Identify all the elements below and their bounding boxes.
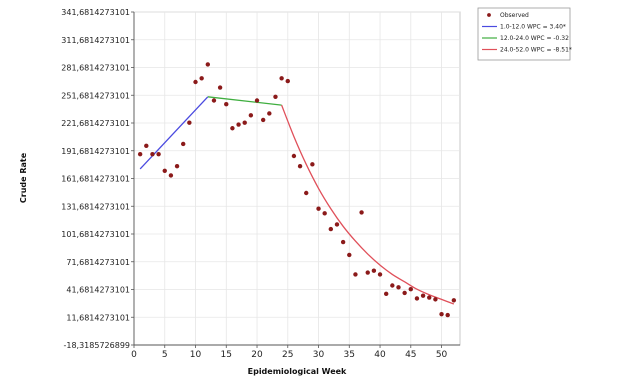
y-tick-label: 131,6814273101	[61, 202, 130, 211]
y-tick-label: 221,6814273101	[61, 119, 130, 128]
trend-line-segment-2	[207, 96, 282, 106]
observed-point	[377, 272, 383, 277]
y-tick-label: 41,6814273101	[66, 286, 130, 295]
x-tick-label: 40	[374, 350, 386, 360]
y-axis-tick-labels: 341,6814273101 311,6814273101 281,68142731…	[61, 8, 130, 350]
data-series	[137, 62, 457, 318]
observed-point	[297, 163, 303, 169]
y-tick-label: 101,6814273101	[61, 230, 130, 239]
observed-point	[260, 117, 266, 123]
trend-line-segment-3	[281, 104, 455, 305]
x-axis-title: Epidemiological Week	[248, 367, 347, 376]
observed-point	[427, 295, 432, 300]
observed-point	[322, 211, 327, 216]
y-tick-label: 11,6814273101	[66, 313, 130, 322]
y-tick-label: 161,6814273101	[61, 175, 130, 184]
observed-point	[217, 85, 223, 90]
legend-items: Observed 1.0-12.0 WPC = 3.40* 12.0-24.0 WP…	[482, 12, 572, 54]
observed-point	[402, 290, 407, 296]
x-axis-tick-labels: 0 5 10 15 20 25 30 35 40 45 50	[131, 350, 447, 360]
y-tick-label: 341,6814273101	[61, 8, 130, 17]
observed-point	[193, 79, 198, 85]
observed-point	[224, 102, 229, 107]
observed-point	[181, 141, 186, 147]
observed-point	[451, 298, 457, 303]
observed-point	[156, 151, 161, 157]
observed-point	[353, 272, 358, 277]
observed-point	[445, 312, 450, 318]
observed-point	[144, 143, 149, 149]
trend-line-segment-1	[139, 96, 209, 170]
observed-point	[168, 173, 174, 178]
x-tick-label: 50	[436, 350, 448, 360]
observed-point	[390, 283, 395, 288]
observed-point	[242, 120, 247, 125]
observed-point	[273, 94, 278, 100]
legend: Observed 1.0-12.0 WPC = 3.40* 12.0-24.0 WP…	[477, 7, 572, 61]
observed-point	[316, 206, 321, 211]
observed-point	[383, 291, 389, 297]
x-tick-label: 15	[221, 350, 232, 360]
observed-point	[150, 151, 155, 157]
observed-point	[267, 111, 272, 116]
observed-point	[334, 222, 340, 227]
observed-point	[304, 190, 309, 196]
observed-point	[187, 120, 192, 125]
legend-box	[477, 7, 571, 61]
observed-point	[310, 162, 315, 167]
observed-point	[248, 113, 254, 118]
x-tick-label: 45	[405, 350, 416, 360]
observed-point	[205, 62, 211, 67]
x-tick-label: 30	[313, 350, 325, 360]
y-tick-label: -18,3185726899	[63, 341, 130, 350]
x-tick-label: 5	[162, 350, 168, 360]
x-tick-label: 10	[190, 350, 202, 360]
observed-point	[414, 296, 420, 301]
observed-point	[439, 311, 444, 317]
observed-point	[365, 270, 370, 275]
observed-point	[291, 153, 297, 159]
x-tick-label: 0	[131, 350, 137, 360]
observed-point	[254, 98, 260, 103]
observed-point	[285, 78, 290, 84]
observed-point	[162, 168, 167, 174]
x-tick-label: 25	[282, 350, 293, 360]
observed-point	[211, 98, 217, 103]
y-tick-label: 191,6814273101	[61, 147, 130, 156]
legend-label: 24.0-52.0 WPC = -8.51*	[500, 47, 572, 54]
y-tick-label: 281,6814273101	[61, 64, 130, 73]
observed-point	[347, 252, 352, 258]
observed-point	[371, 268, 377, 273]
observed-point	[408, 287, 413, 292]
observed-point	[137, 151, 143, 157]
legend-marker-observed	[487, 13, 491, 17]
observed-point	[174, 163, 180, 169]
axes	[131, 11, 460, 348]
legend-label: 1.0-12.0 WPC = 3.40*	[500, 24, 566, 31]
observed-point	[340, 239, 346, 245]
legend-label: Observed	[500, 12, 529, 19]
observed-point	[199, 76, 204, 81]
observed-point	[236, 122, 241, 127]
observed-point	[328, 226, 334, 232]
x-tick-label: 35	[344, 350, 355, 360]
legend-label: 12.0-24.0 WPC = -0.32	[500, 35, 569, 42]
y-tick-label: 311,6814273101	[61, 36, 130, 45]
observed-point	[279, 76, 284, 81]
y-axis-title: Crude Rate	[19, 152, 28, 203]
observed-point	[359, 210, 364, 215]
observed-point	[230, 126, 235, 131]
y-tick-label: 251,6814273101	[61, 91, 130, 100]
observed-point	[420, 293, 426, 298]
observed-point	[396, 285, 401, 290]
y-tick-label: 71,6814273101	[66, 258, 130, 267]
observed-point	[433, 297, 438, 302]
x-tick-label: 20	[251, 350, 263, 360]
